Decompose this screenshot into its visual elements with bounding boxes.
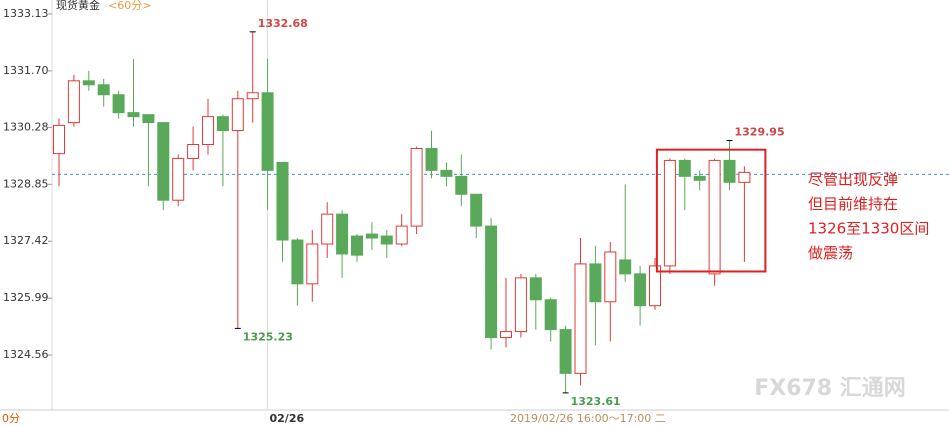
candle-body [410,147,423,227]
candle-body [574,263,587,374]
note-line: 但目前维持在 [808,195,898,213]
highlight-box [655,148,767,273]
candle-body [142,114,155,124]
candle-body [202,116,214,145]
candle-body [514,277,527,333]
candle-body [738,171,751,183]
y-tick-label: 1333.13 [3,7,49,20]
candle-body [500,331,512,339]
candle-body [246,92,259,100]
extreme-label: 1329.95 [735,126,785,139]
candle-body [276,161,289,241]
candle-body [336,213,349,255]
candle-body [559,329,572,374]
y-tick-label: 1330.28 [3,120,49,133]
candle-body [440,169,453,177]
candle-body [663,159,676,267]
chart-title: 现货黄金 [56,0,100,12]
candle-body [693,175,706,181]
candle-body [306,243,319,285]
extreme-label: 1323.61 [571,395,621,408]
candle-body [470,193,483,227]
note-line: 做震荡 [808,244,853,262]
candle-body [291,239,304,285]
footer-left: 0分 [2,412,20,425]
candle-body [634,273,647,307]
candle-body [649,265,661,307]
candle-body [604,251,617,303]
candle-body [425,147,438,171]
y-tick-label: 1324.56 [3,348,49,361]
candle-body [231,98,244,132]
candle-body [455,175,468,195]
candle-body [321,213,334,245]
y-tick-label: 1327.42 [3,234,49,247]
x-tick-label: 02/26 [270,412,305,425]
candle-body [261,92,274,171]
candle-body [172,157,185,201]
candle-body [395,225,408,245]
candle-body [53,124,65,155]
y-tick-label: 1328.85 [3,177,49,190]
candle-body [82,80,95,86]
candle-body [678,159,691,177]
candle-body [365,233,378,239]
candle-body [67,80,80,124]
footer-time: 2019/02/26 16:00～17:00 二 [510,412,666,425]
candle-body [485,225,498,339]
candle-body [380,235,393,245]
candle-body [112,94,125,114]
candle-body [619,259,632,275]
extreme-label: 1332.68 [258,17,308,30]
candle-body [187,143,200,159]
candle-body [97,84,110,96]
candle-body [157,122,170,201]
watermark: FX678 汇通网 [754,376,906,401]
candle-body [529,277,542,301]
y-tick-label: 1331.70 [3,64,49,77]
subtitle: <60分> [108,0,151,12]
extreme-label: 1325.23 [243,330,293,343]
candle-body [723,159,736,183]
candle-body [351,235,363,256]
candle-body [216,116,229,132]
note-line: 尽管出现反弹 [808,171,898,189]
candle-body [544,299,557,331]
y-tick-label: 1325.99 [3,291,49,304]
candle-body [127,112,140,118]
candle-body [589,263,602,303]
candle-body [708,159,721,275]
note-line: 1326至1330区间 [808,220,929,238]
